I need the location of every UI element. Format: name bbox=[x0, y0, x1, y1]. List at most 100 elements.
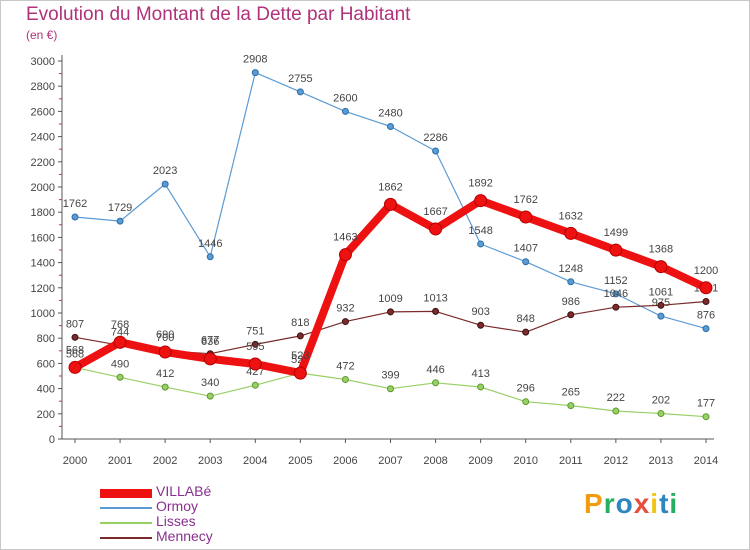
data-label-mennecy: 807 bbox=[66, 318, 84, 330]
data-label-lisses: 413 bbox=[471, 368, 489, 380]
proxiti-logo: Proxiti bbox=[584, 488, 678, 520]
y-tick-label: 2600 bbox=[31, 106, 55, 118]
x-tick-label: 2012 bbox=[604, 455, 628, 467]
legend-swatch bbox=[100, 537, 152, 539]
data-label-lisses: 568 bbox=[66, 348, 84, 360]
logo-letter: x bbox=[633, 488, 651, 519]
data-label-lisses: 427 bbox=[246, 366, 264, 378]
data-label-ormoy: 1729 bbox=[108, 202, 132, 214]
data-point-lisses bbox=[116, 373, 124, 381]
y-tick-label: 2400 bbox=[31, 132, 55, 144]
data-point-mennecy bbox=[387, 308, 394, 316]
x-tick-label: 2006 bbox=[333, 455, 357, 467]
data-label-mennecy: 1061 bbox=[649, 286, 673, 298]
data-point-villab bbox=[609, 243, 623, 257]
data-label-villab: 568 bbox=[66, 344, 84, 356]
data-label-ormoy: 2755 bbox=[288, 73, 312, 85]
y-tick-label: 1200 bbox=[31, 283, 55, 295]
chart-title: Evolution du Montant de la Dette par Hab… bbox=[26, 4, 411, 25]
data-point-lisses bbox=[161, 383, 169, 391]
data-label-lisses: 399 bbox=[381, 370, 399, 382]
data-point-villab bbox=[519, 210, 533, 224]
y-tick-label: 800 bbox=[37, 333, 55, 345]
x-tick-label: 2003 bbox=[198, 455, 222, 467]
data-label-ormoy: 2480 bbox=[378, 108, 402, 120]
data-point-ormoy bbox=[432, 147, 440, 155]
data-point-lisses bbox=[567, 402, 575, 410]
data-label-villab: 1632 bbox=[559, 210, 583, 222]
data-label-villab: 1499 bbox=[604, 227, 628, 239]
data-label-villab: 1892 bbox=[468, 178, 492, 190]
x-tick-label: 2013 bbox=[649, 455, 673, 467]
data-point-villab bbox=[429, 222, 443, 236]
data-point-lisses bbox=[657, 410, 665, 418]
data-label-ormoy: 1446 bbox=[198, 238, 222, 250]
data-label-villab: 1667 bbox=[423, 206, 447, 218]
data-label-ormoy: 1762 bbox=[63, 198, 87, 210]
data-point-mennecy bbox=[612, 303, 620, 311]
data-label-villab: 1762 bbox=[513, 194, 537, 206]
data-label-ormoy: 1407 bbox=[513, 243, 537, 255]
x-tick-label: 2005 bbox=[288, 455, 312, 467]
x-tick-label: 2007 bbox=[378, 455, 402, 467]
x-tick-label: 2001 bbox=[108, 455, 132, 467]
data-label-mennecy: 1009 bbox=[378, 293, 402, 305]
data-label-ormoy: 2908 bbox=[243, 54, 267, 66]
y-tick-label: 1600 bbox=[31, 232, 55, 244]
data-point-villab bbox=[113, 335, 127, 349]
x-tick-label: 2010 bbox=[513, 455, 537, 467]
data-label-lisses: 296 bbox=[517, 383, 535, 395]
data-label-mennecy: 848 bbox=[517, 313, 535, 325]
data-point-ormoy bbox=[341, 107, 349, 115]
data-label-ormoy: 1248 bbox=[559, 263, 583, 275]
data-point-lisses bbox=[251, 381, 259, 389]
data-point-ormoy bbox=[116, 217, 124, 225]
data-point-mennecy bbox=[432, 307, 440, 315]
data-label-lisses: 202 bbox=[652, 395, 670, 407]
legend-label: Lisses bbox=[156, 513, 196, 529]
data-point-villab bbox=[203, 352, 217, 366]
y-tick-label: 1000 bbox=[31, 308, 55, 320]
data-label-ormoy: 2600 bbox=[333, 92, 357, 104]
data-point-ormoy bbox=[251, 69, 259, 77]
data-point-villab bbox=[654, 260, 668, 274]
data-point-ormoy bbox=[567, 278, 575, 286]
data-label-mennecy: 932 bbox=[336, 303, 354, 315]
data-label-lisses: 446 bbox=[426, 364, 444, 376]
data-point-mennecy bbox=[296, 332, 304, 340]
data-point-lisses bbox=[477, 383, 485, 391]
logo-letter: t bbox=[659, 488, 670, 519]
data-label-lisses: 177 bbox=[697, 398, 715, 410]
y-tick-label: 200 bbox=[37, 409, 55, 421]
logo-letter: i bbox=[650, 488, 660, 519]
data-label-villab: 636 bbox=[201, 336, 219, 348]
data-point-ormoy bbox=[71, 213, 79, 221]
data-point-villab bbox=[338, 248, 352, 262]
data-label-villab: 768 bbox=[111, 319, 129, 331]
data-label-lisses: 340 bbox=[201, 377, 219, 389]
legend-label: Mennecy bbox=[156, 528, 213, 544]
data-point-lisses bbox=[522, 398, 530, 406]
data-label-mennecy: 677 bbox=[201, 335, 219, 347]
y-tick-label: 1800 bbox=[31, 207, 55, 219]
x-tick-label: 2000 bbox=[63, 455, 87, 467]
data-label-villab: 1463 bbox=[333, 232, 357, 244]
data-label-villab: 1200 bbox=[694, 265, 718, 277]
data-point-villab bbox=[248, 357, 262, 371]
logo-letter: r bbox=[603, 488, 616, 519]
x-tick-label: 2002 bbox=[153, 455, 177, 467]
data-label-mennecy: 818 bbox=[291, 317, 309, 329]
x-tick-label: 2009 bbox=[468, 455, 492, 467]
data-point-villab bbox=[384, 197, 397, 211]
data-label-mennecy: 986 bbox=[562, 296, 580, 308]
data-label-lisses: 490 bbox=[111, 358, 129, 370]
data-point-lisses bbox=[206, 392, 214, 400]
legend-swatch bbox=[100, 488, 152, 498]
data-point-ormoy bbox=[296, 88, 304, 96]
data-label-villab: 595 bbox=[246, 341, 264, 353]
x-tick-label: 2004 bbox=[243, 455, 267, 467]
data-point-ormoy bbox=[702, 325, 710, 333]
data-point-villab bbox=[474, 194, 488, 208]
